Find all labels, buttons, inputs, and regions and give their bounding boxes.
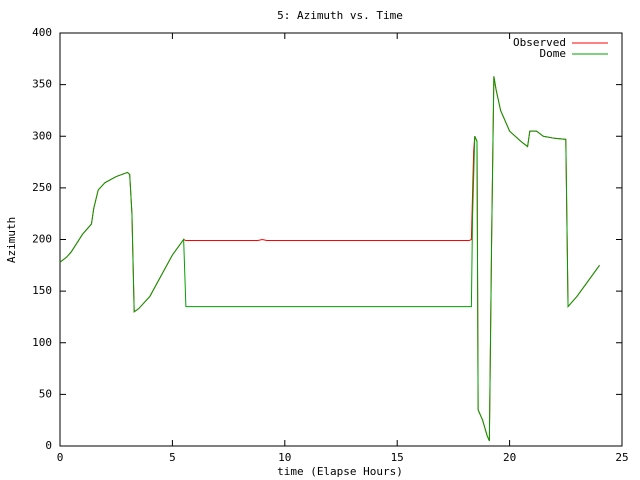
plot-frame [59,32,623,447]
y-tick-label: 0 [45,439,52,452]
x-tick-label: 20 [503,451,516,464]
y-tick-label: 50 [39,387,52,400]
x-tick-label: 0 [57,451,64,464]
x-tick-label: 5 [169,451,176,464]
chart-title: 5: Azimuth vs. Time [277,9,403,22]
y-tick-label: 200 [32,233,52,246]
y-tick-label: 100 [32,336,52,349]
data-line [59,76,600,442]
x-tick-label: 10 [278,451,291,464]
x-tick-label: 25 [615,451,628,464]
x-tick-label: 15 [391,451,404,464]
legend-label: Dome [540,47,567,60]
legend-label: Observed [513,36,566,49]
y-tick-label: 400 [32,26,52,39]
y-tick-label: 300 [32,129,52,142]
y-tick-label: 150 [32,284,52,297]
data-line [59,76,600,442]
y-axis-label: Azimuth [5,217,18,263]
y-tick-label: 250 [32,181,52,194]
y-tick-label: 350 [32,78,52,91]
x-axis-label: time (Elapse Hours) [277,465,403,478]
